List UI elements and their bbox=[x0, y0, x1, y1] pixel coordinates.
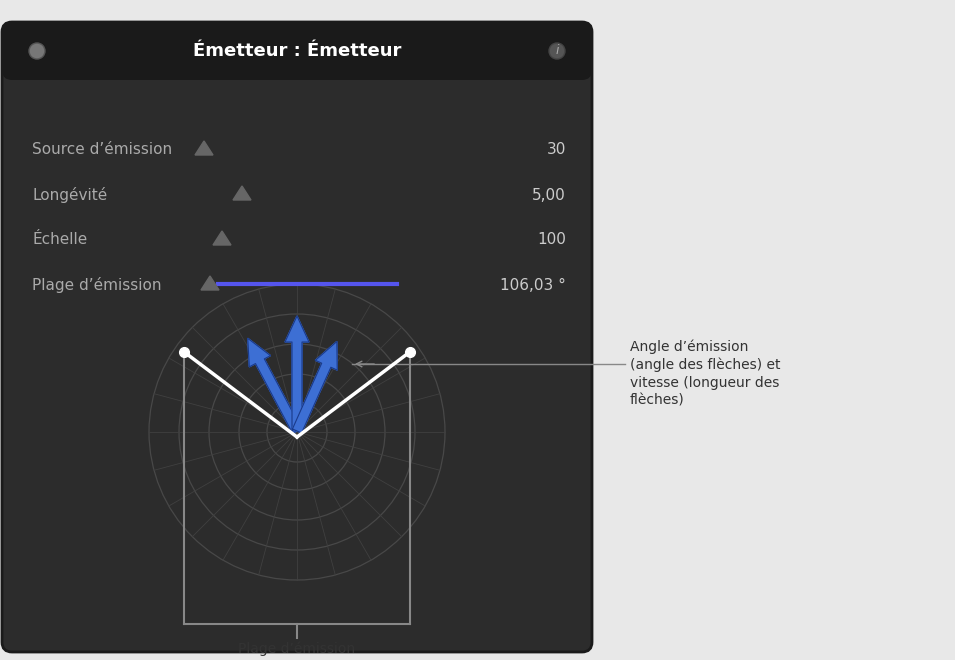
Text: 5,00: 5,00 bbox=[532, 187, 566, 203]
Text: 100: 100 bbox=[537, 232, 566, 248]
Bar bbox=[22, 32, 572, 70]
Text: Échelle: Échelle bbox=[32, 232, 87, 248]
FancyBboxPatch shape bbox=[2, 22, 592, 652]
Text: (angle des flèches) et: (angle des flèches) et bbox=[630, 358, 780, 372]
Text: i: i bbox=[555, 44, 559, 57]
Text: Source d’émission: Source d’émission bbox=[32, 143, 172, 158]
Text: flèches): flèches) bbox=[630, 394, 685, 408]
Polygon shape bbox=[195, 141, 213, 155]
Polygon shape bbox=[213, 231, 231, 245]
Text: Longévité: Longévité bbox=[32, 187, 107, 203]
Text: Plage d’émission: Plage d’émission bbox=[239, 641, 355, 655]
Polygon shape bbox=[233, 186, 251, 200]
Polygon shape bbox=[292, 341, 337, 433]
Polygon shape bbox=[247, 339, 302, 434]
Circle shape bbox=[29, 43, 45, 59]
Circle shape bbox=[549, 43, 565, 59]
Text: 106,03 °: 106,03 ° bbox=[500, 277, 566, 292]
FancyBboxPatch shape bbox=[2, 22, 592, 80]
Text: 30: 30 bbox=[546, 143, 566, 158]
Polygon shape bbox=[201, 276, 219, 290]
Text: Angle d’émission: Angle d’émission bbox=[630, 339, 749, 354]
Text: Émetteur : Émetteur: Émetteur : Émetteur bbox=[193, 42, 401, 60]
Text: vitesse (longueur des: vitesse (longueur des bbox=[630, 376, 779, 390]
Text: Plage d’émission: Plage d’émission bbox=[32, 277, 161, 293]
Polygon shape bbox=[285, 316, 309, 431]
